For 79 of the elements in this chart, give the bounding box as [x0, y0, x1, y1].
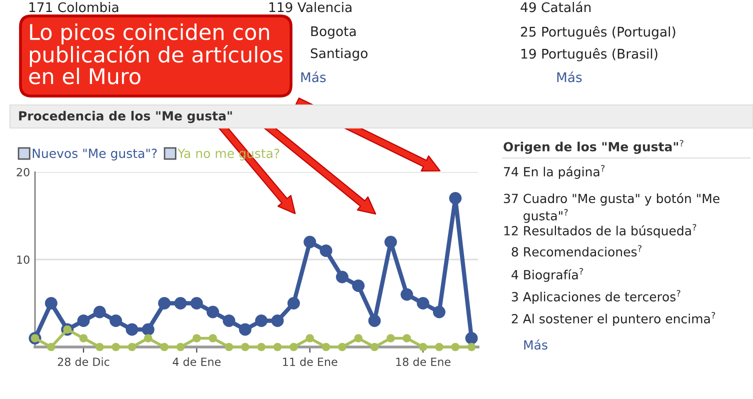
point: [386, 334, 395, 342]
text: 37 Cuadro "Me gusta" y botón "Me gusta"$^{?}$: [504, 193, 720, 223]
x-tick-label: 4 de Ene: [172, 357, 221, 366]
point: [79, 334, 88, 342]
point: [418, 342, 428, 352]
point: [306, 334, 314, 342]
text: 119 Valencia: [269, 2, 352, 12]
point: [338, 342, 346, 352]
y-tick-label: 10: [17, 255, 30, 264]
point: [112, 342, 120, 352]
point: [384, 236, 397, 248]
text: Más: [524, 339, 548, 350]
point: [255, 314, 268, 327]
point: [160, 342, 169, 352]
point: [416, 297, 430, 310]
point: [402, 334, 412, 342]
text: 171 Colombia: [29, 2, 118, 12]
point: [271, 314, 284, 327]
point: [465, 332, 478, 344]
point: [110, 314, 122, 327]
point: [290, 342, 298, 352]
text: Más: [301, 71, 326, 82]
text: Bogota: [311, 26, 356, 39]
point: [238, 323, 252, 336]
point: [208, 334, 218, 342]
point: [368, 314, 381, 327]
point: [206, 306, 220, 318]
text: 8 Recomendaciones$^{?}$: [512, 245, 642, 257]
text: Más: [557, 71, 582, 82]
point: [158, 297, 171, 310]
text: 12 Resultados de la búsqueda$^{?}$: [504, 224, 696, 238]
point: [273, 342, 282, 352]
point: [435, 342, 444, 352]
point: [370, 342, 379, 352]
text: 19 Português (Brasil): [521, 48, 658, 62]
point: [77, 314, 90, 327]
point: [47, 342, 56, 352]
text: Lo picos coinciden con publicación de artículos en el Muro: [29, 23, 282, 84]
point: [449, 192, 462, 204]
x-tick-label: 28 de Dic: [58, 357, 110, 366]
point: [93, 306, 106, 318]
point: [96, 342, 104, 352]
point: [176, 342, 185, 352]
x-tick-label: 11 de Ene: [283, 357, 338, 366]
text: 49 Catalán: [520, 1, 591, 12]
point: [352, 280, 365, 292]
text: 74 En la página$^{?}$: [504, 165, 605, 179]
point: [144, 334, 152, 342]
point: [257, 342, 266, 352]
point: [432, 306, 446, 318]
point: [241, 342, 250, 352]
text: Santiago: [310, 48, 368, 61]
point: [304, 236, 316, 248]
point: [354, 334, 363, 342]
point: [451, 342, 460, 352]
text: Nuevos "Me gusta"?: [32, 148, 157, 160]
point: [320, 244, 332, 257]
point: [224, 342, 234, 352]
point: [322, 342, 330, 352]
point: [400, 288, 414, 301]
point: [287, 297, 300, 310]
y-tick-label: 20: [16, 168, 30, 176]
point: [336, 270, 348, 284]
point: [190, 297, 203, 310]
text: 25 Português (Portugal): [520, 26, 676, 40]
point: [126, 323, 138, 336]
x-tick-label: 18 de Ene: [396, 357, 450, 366]
text: Origen de los "Me gusta"$^{?}$: [504, 140, 684, 154]
point: [192, 334, 201, 342]
point: [467, 342, 476, 352]
point: [44, 297, 58, 310]
point: [142, 323, 154, 336]
point: [128, 342, 136, 352]
text: 3 Aplicaciones de terceros$^{?}$: [512, 290, 680, 304]
chart-title: Procedencia de los "Me gusta": [19, 110, 232, 124]
point: [222, 314, 236, 327]
text: 4 Biografía$^{?}$: [512, 268, 583, 282]
point: [174, 297, 187, 310]
text: 2 Al sostener el puntero encima$^{?}$: [512, 312, 716, 326]
